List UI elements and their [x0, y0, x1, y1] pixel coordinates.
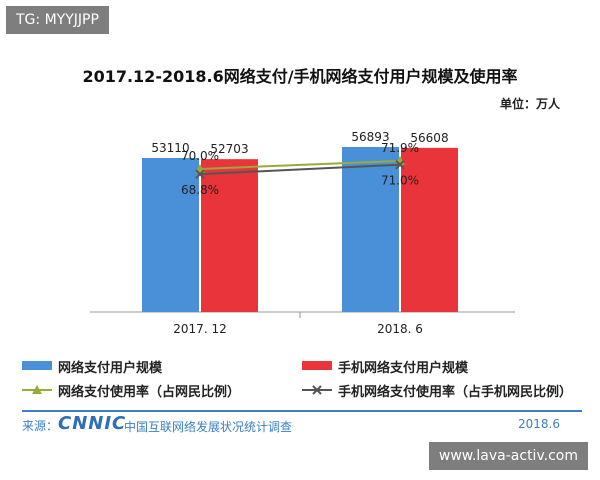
- bar: [401, 147, 458, 312]
- legend-swatch-blue: [22, 361, 52, 370]
- data-label: 52703: [210, 142, 248, 156]
- legend-swatch-red: [302, 361, 332, 370]
- data-label: 56893: [351, 130, 389, 144]
- data-label: 56608: [410, 131, 448, 145]
- legend-item-web-pay-rate: 网络支付使用率（占网民比例）: [22, 381, 302, 400]
- x-tick-label: 2017. 12: [173, 322, 226, 336]
- legend-line-x-icon: [302, 385, 332, 395]
- legend-item-web-pay-users: 网络支付用户规模: [22, 357, 302, 376]
- data-label: 70.0%: [181, 149, 219, 163]
- footer-divider: [22, 410, 582, 412]
- legend-item-mobile-pay-users: 手机网络支付用户规模: [302, 357, 582, 376]
- line-point: [195, 169, 205, 179]
- legend-label: 网络支付用户规模: [58, 361, 163, 376]
- data-label: 68.8%: [181, 183, 219, 197]
- line-point: [395, 159, 405, 170]
- overlay-url: www.lava-activ.com: [428, 442, 588, 470]
- legend-label: 手机网络支付用户规模: [338, 361, 469, 376]
- x-tick-label: 2018. 6: [377, 322, 423, 336]
- legend-line-triangle-icon: [22, 385, 52, 394]
- chart-title: 2017.12-2018.6网络支付/手机网络支付用户规模及使用率: [82, 67, 518, 86]
- footer-date: 2018.6: [518, 417, 560, 431]
- legend-item-mobile-pay-rate: 手机网络支付使用率（占手机网民比例）: [302, 381, 592, 400]
- overlay-tag: TG: MYYJJPP: [6, 6, 109, 34]
- legend-label: 手机网络支付使用率（占手机网民比例）: [338, 385, 573, 400]
- data-label: 71.0%: [381, 174, 419, 188]
- bar: [142, 157, 199, 312]
- legend-label: 网络支付使用率（占网民比例）: [58, 385, 241, 400]
- footer-survey-title: 中国互联网络发展状况统计调查: [124, 420, 293, 434]
- unit-label: 单位：万人: [499, 97, 560, 111]
- bar: [342, 147, 399, 312]
- series-line: [199, 159, 401, 170]
- bar: [201, 159, 258, 312]
- cnnic-logo: CNNIC: [58, 413, 127, 434]
- series-line: [199, 163, 401, 176]
- data-label: 71.9%: [381, 141, 419, 155]
- data-label: 53110: [151, 141, 189, 155]
- footer-source-label: 来源：: [22, 419, 59, 433]
